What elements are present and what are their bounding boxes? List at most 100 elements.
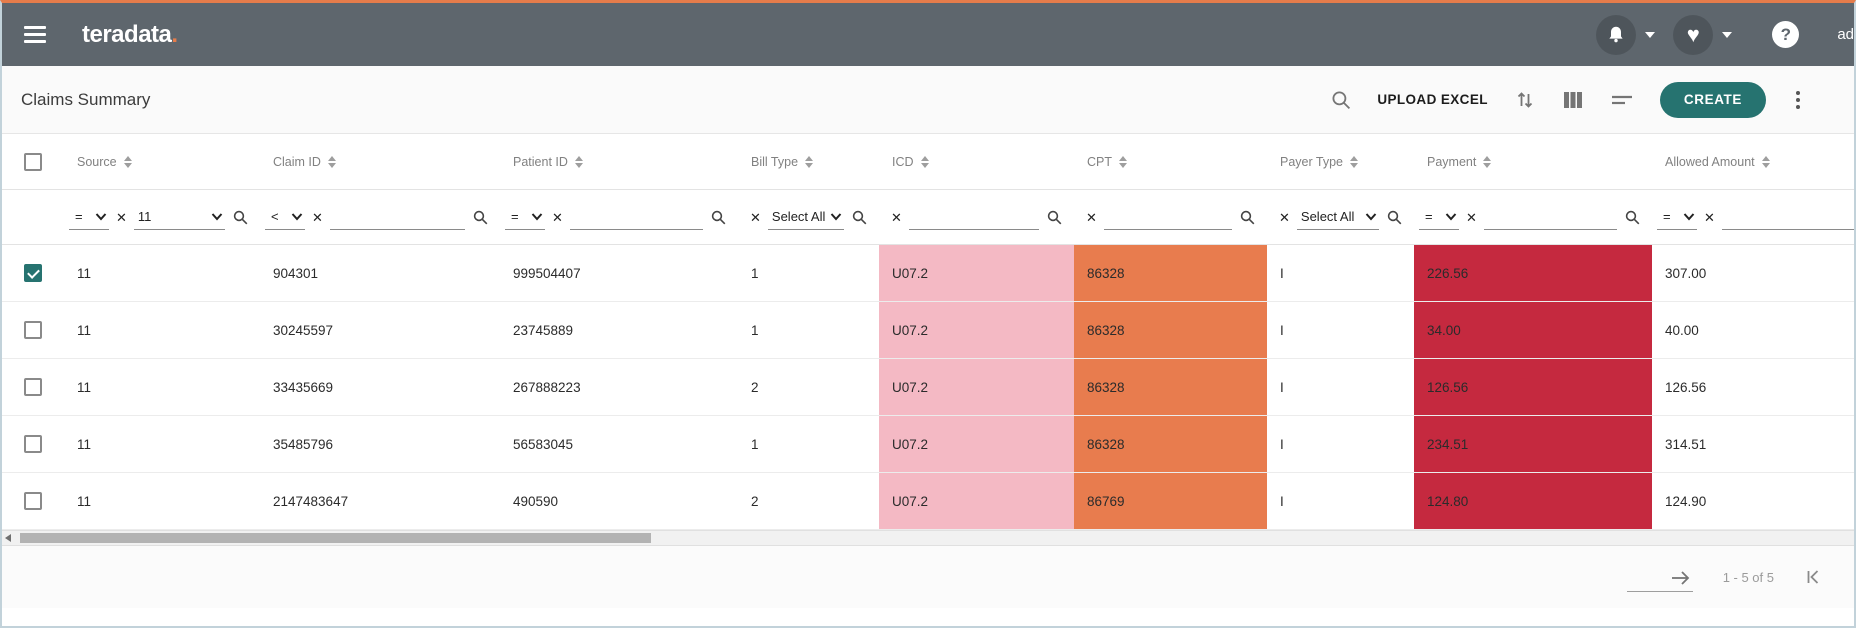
filter-value-select[interactable]: 11 — [133, 204, 225, 230]
cell-icd: U07.2 — [879, 245, 1074, 301]
filter-input[interactable] — [1483, 204, 1617, 230]
cell-icd: U07.2 — [879, 416, 1074, 472]
scrollbar-thumb[interactable] — [20, 533, 651, 543]
column-header-label: Payer Type — [1280, 154, 1344, 169]
filter-operator-select[interactable]: = — [505, 204, 545, 230]
filter-operator-select[interactable]: = — [69, 204, 109, 230]
cell-allowed-amount: 124.90 — [1665, 493, 1707, 509]
cell-claim-id: 904301 — [273, 265, 319, 281]
logo-dot: . — [171, 20, 178, 48]
help-button[interactable]: ? — [1772, 21, 1800, 48]
horizontal-scrollbar[interactable] — [2, 530, 1854, 546]
filter-input[interactable] — [329, 204, 465, 230]
filter-clear-icon[interactable]: ✕ — [891, 209, 902, 225]
filter-search-icon[interactable] — [852, 210, 867, 225]
cell-claim-id: 30245597 — [273, 322, 334, 338]
filter-select-all[interactable]: Select All — [1296, 204, 1379, 230]
filter-operator-select[interactable]: = — [1657, 204, 1697, 230]
filter-clear-icon[interactable]: ✕ — [1086, 209, 1097, 225]
cell-payment: 124.80 — [1414, 473, 1652, 529]
filter-search-icon[interactable] — [1047, 210, 1062, 225]
filter-search-icon[interactable] — [711, 210, 726, 225]
cell-source: 11 — [77, 493, 92, 509]
heart-icon: ♥ — [1686, 21, 1700, 47]
kebab-menu-icon[interactable] — [1792, 89, 1804, 111]
filter-clear-icon[interactable]: ✕ — [1466, 209, 1477, 225]
column-header-source[interactable]: Source — [64, 134, 260, 189]
menu-button[interactable] — [24, 23, 52, 47]
teradata-logo: teradata. — [82, 21, 178, 49]
scroll-left-arrow-icon[interactable] — [5, 534, 11, 542]
filter-select-all[interactable]: Select All — [767, 204, 844, 230]
column-header-label: Source — [77, 154, 117, 169]
row-checkbox[interactable] — [24, 264, 42, 282]
filter-clear-icon[interactable]: ✕ — [1279, 209, 1290, 225]
sort-icon — [1350, 155, 1359, 168]
filter-input[interactable] — [1103, 204, 1232, 230]
filter-clear-icon[interactable]: ✕ — [1704, 209, 1715, 225]
notifications-button[interactable] — [1596, 14, 1637, 55]
table-row[interactable]: 11 2147483647 490590 2 U07.2 86769 I 124.80 124.… — [2, 473, 1854, 530]
filter-operator-select[interactable]: < — [265, 204, 305, 230]
table-row[interactable]: 11 35485796 56583045 1 U07.2 86328 I 234.51 314.… — [2, 416, 1854, 473]
column-header-payer-type[interactable]: Payer Type — [1267, 134, 1414, 189]
columns-button[interactable] — [1562, 90, 1584, 110]
upload-excel-button[interactable]: UPLOAD EXCEL — [1377, 92, 1488, 107]
notifications-chevron-icon[interactable] — [1645, 31, 1656, 38]
column-header-cpt[interactable]: CPT — [1074, 134, 1267, 189]
cell-allowed-amount: 126.56 — [1665, 379, 1707, 395]
cell-bill-type: 1 — [751, 322, 759, 338]
favorites-button[interactable]: ♥ — [1673, 14, 1714, 55]
table-row[interactable]: 11 30245597 23745889 1 U07.2 86328 I 34.00 40.00 — [2, 302, 1854, 359]
cell-source: 11 — [77, 436, 92, 452]
cell-bill-type: 1 — [751, 436, 759, 452]
table-row[interactable]: 11 33435669 267888223 2 U07.2 86328 I 126.56 126… — [2, 359, 1854, 416]
cell-payment: 34.00 — [1414, 302, 1652, 358]
column-header-icd[interactable]: ICD — [879, 134, 1074, 189]
row-checkbox[interactable] — [24, 321, 42, 339]
row-checkbox[interactable] — [24, 378, 42, 396]
goto-page-input[interactable] — [1626, 562, 1693, 592]
filter-input[interactable] — [569, 204, 703, 230]
goto-page-arrow-icon[interactable] — [1669, 567, 1693, 589]
cell-source: 11 — [77, 379, 92, 395]
table-row[interactable]: 11 904301 999504407 1 U07.2 86328 I 226.56 307.0… — [2, 245, 1854, 302]
filter-operator-select[interactable]: = — [1419, 204, 1459, 230]
logo-text: teradata — [82, 20, 172, 48]
column-header-patient-id[interactable]: Patient ID — [500, 134, 738, 189]
topbar: teradata. ♥ ? ad — [2, 3, 1854, 66]
filter-search-icon[interactable] — [1625, 210, 1640, 225]
cell-source: 11 — [77, 265, 92, 281]
filter-clear-icon[interactable]: ✕ — [552, 209, 563, 225]
filter-clear-icon[interactable]: ✕ — [312, 209, 323, 225]
filter-search-icon[interactable] — [1387, 210, 1402, 225]
filter-input[interactable] — [1721, 204, 1854, 230]
column-header-payment[interactable]: Payment — [1414, 134, 1652, 189]
filter-button[interactable] — [1610, 90, 1634, 110]
sort-button[interactable] — [1514, 89, 1536, 111]
column-header-allowed-amount[interactable]: Allowed Amount — [1652, 134, 1854, 189]
filter-search-icon[interactable] — [233, 210, 248, 225]
filter-search-icon[interactable] — [1240, 210, 1255, 225]
row-checkbox[interactable] — [24, 435, 42, 453]
bottom-strip — [2, 608, 1854, 626]
filter-search-icon[interactable] — [473, 210, 488, 225]
filter-spacer-cell — [2, 190, 64, 244]
filter-cell-bill-type: ✕ Select All — [738, 190, 879, 244]
favorites-chevron-icon[interactable] — [1722, 31, 1733, 38]
filter-clear-icon[interactable]: ✕ — [116, 209, 127, 225]
column-header-claim-id[interactable]: Claim ID — [260, 134, 500, 189]
row-checkbox[interactable] — [24, 492, 42, 510]
cell-payer-type: I — [1280, 493, 1284, 509]
create-button[interactable]: CREATE — [1659, 81, 1766, 118]
user-menu[interactable]: ad — [1837, 26, 1854, 43]
search-button[interactable] — [1331, 90, 1351, 110]
filter-clear-icon[interactable]: ✕ — [750, 209, 761, 225]
cell-bill-type: 1 — [751, 265, 759, 281]
select-all-checkbox[interactable] — [24, 152, 42, 171]
select-all-cell — [2, 134, 64, 189]
filter-input[interactable] — [908, 204, 1039, 230]
first-page-button[interactable] — [1804, 568, 1822, 586]
cell-bill-type: 2 — [751, 493, 759, 509]
column-header-bill-type[interactable]: Bill Type — [738, 134, 879, 189]
